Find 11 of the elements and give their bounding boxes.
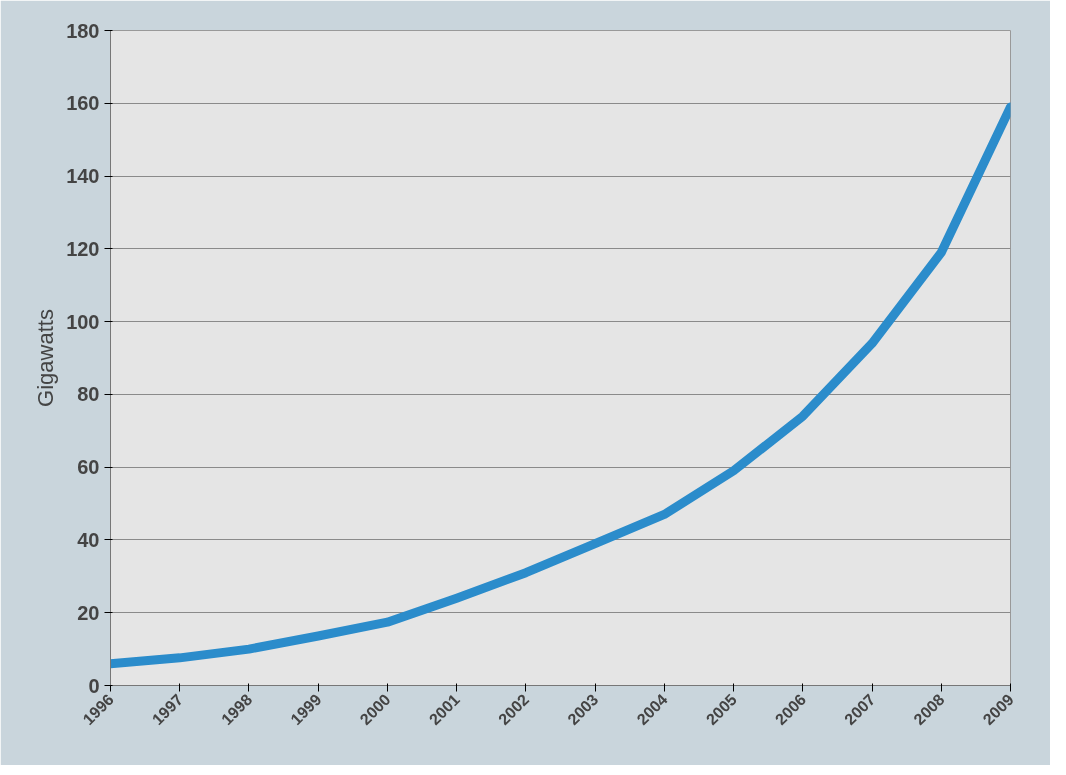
y-tick-label: 80 — [77, 383, 100, 406]
y-tick-label: 20 — [77, 601, 100, 624]
y-tick-label: 140 — [66, 165, 100, 188]
y-tick-label: 40 — [77, 528, 100, 551]
y-tick-label: 60 — [77, 456, 100, 479]
y-tick-label: 120 — [66, 237, 100, 260]
y-tick-label: 100 — [66, 310, 100, 333]
y-tick-label: 180 — [66, 19, 100, 42]
y-tick-label: 0 — [88, 674, 100, 697]
y-tick-label: 160 — [66, 92, 100, 115]
y-axis-title: Gigawatts — [33, 309, 59, 407]
